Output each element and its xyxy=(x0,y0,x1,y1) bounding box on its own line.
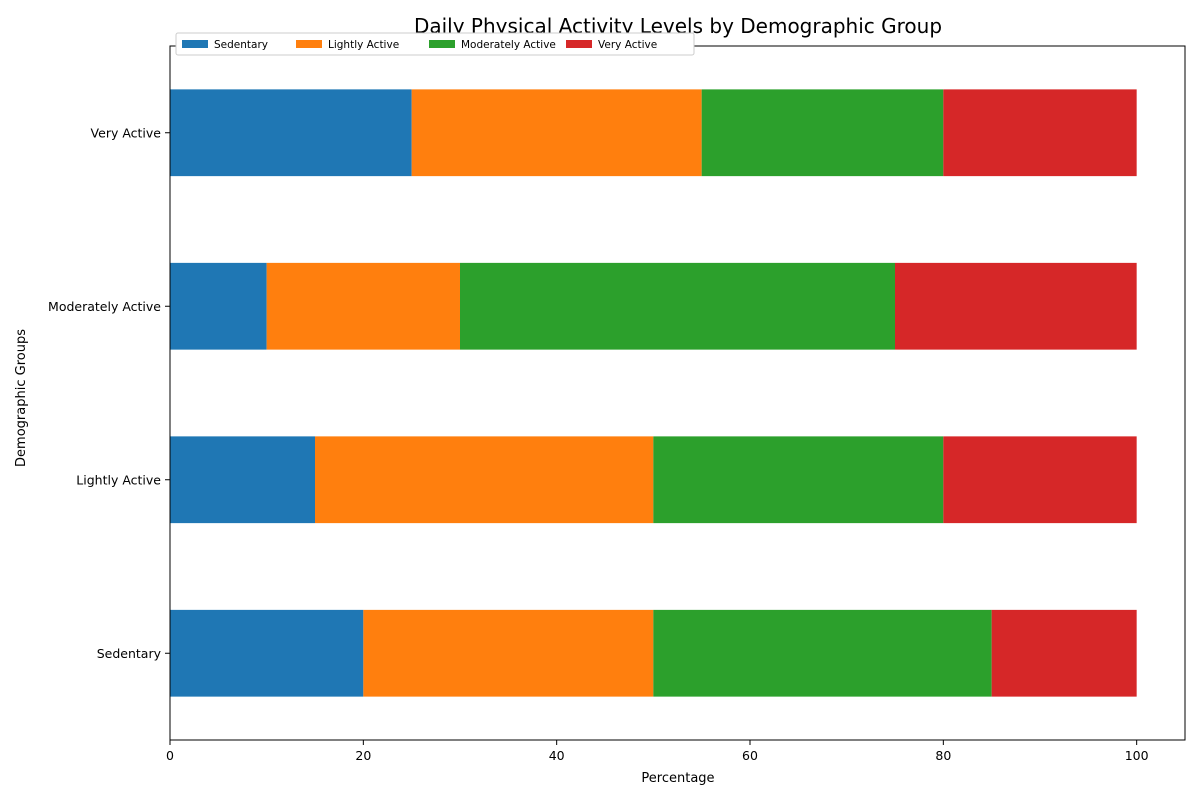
x-tick-label: 40 xyxy=(549,748,565,763)
bar-segment xyxy=(266,262,460,350)
bar-segment xyxy=(991,609,1137,697)
y-tick-label: Moderately Active xyxy=(48,299,161,314)
legend-swatch xyxy=(429,40,455,48)
legend-entry: Very Active xyxy=(598,39,657,51)
bar-segment xyxy=(170,89,412,177)
bar-segment xyxy=(653,436,944,524)
bar-segment xyxy=(170,609,364,697)
y-tick-label: Lightly Active xyxy=(76,472,161,487)
x-tick-label: 20 xyxy=(355,748,371,763)
legend: Sedentary Lightly Active Moderately Active… xyxy=(175,32,695,56)
legend-entry: Moderately Active xyxy=(461,39,556,51)
legend-entry: Sedentary xyxy=(214,39,268,51)
x-tick-label: 60 xyxy=(742,748,758,763)
bar-segment xyxy=(315,436,654,524)
y-tick-label: Very Active xyxy=(91,125,162,140)
legend-entry: Lightly Active xyxy=(328,39,399,51)
bar-segment xyxy=(170,436,315,524)
bar-segment xyxy=(895,262,1137,350)
x-axis-label: Percentage xyxy=(641,771,714,786)
plot-area: 0 20 40 60 80 100 Sedentary Lightly Active Moder… xyxy=(48,45,1186,763)
bar-segment xyxy=(411,89,702,177)
y-tick-label: Sedentary xyxy=(97,646,162,661)
legend-swatch xyxy=(182,40,208,48)
legend-swatch xyxy=(566,40,592,48)
bar-segment xyxy=(943,89,1137,177)
legend-swatch xyxy=(296,40,322,48)
x-tick-label: 100 xyxy=(1125,748,1149,763)
bar-segment xyxy=(653,609,992,697)
x-tick-label: 80 xyxy=(935,748,951,763)
bar-segment xyxy=(363,609,654,697)
x-tick-label: 0 xyxy=(166,748,174,763)
y-axis-label: Demographic Groups xyxy=(14,329,29,467)
bar-segment xyxy=(170,262,267,350)
bar-segment xyxy=(943,436,1137,524)
bar-segment xyxy=(701,89,944,177)
bar-segment xyxy=(460,262,895,350)
